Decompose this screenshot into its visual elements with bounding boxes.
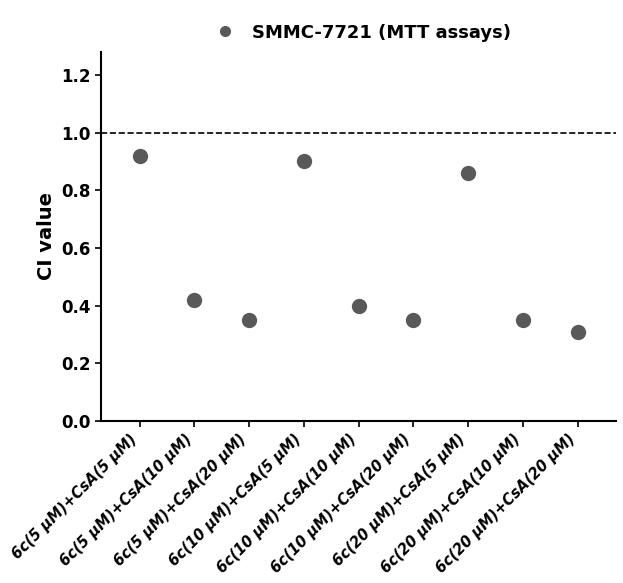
Point xyxy=(464,168,473,178)
Point xyxy=(299,157,309,166)
Point xyxy=(135,151,145,160)
Point xyxy=(244,315,254,325)
Point xyxy=(354,301,364,310)
Y-axis label: CI value: CI value xyxy=(37,192,56,280)
Point xyxy=(518,315,528,325)
Point xyxy=(189,295,199,304)
Point xyxy=(573,327,583,336)
Point xyxy=(409,315,419,325)
Legend: SMMC-7721 (MTT assays): SMMC-7721 (MTT assays) xyxy=(199,16,518,49)
